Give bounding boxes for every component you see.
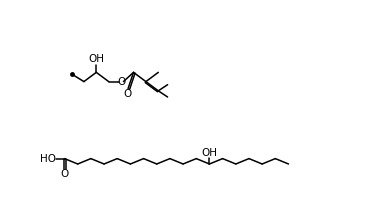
Text: O: O [60,169,69,179]
Text: O: O [123,89,131,99]
Text: O: O [117,77,125,87]
Text: OH: OH [201,148,217,158]
Text: OH: OH [88,54,104,64]
Text: HO: HO [40,154,56,164]
